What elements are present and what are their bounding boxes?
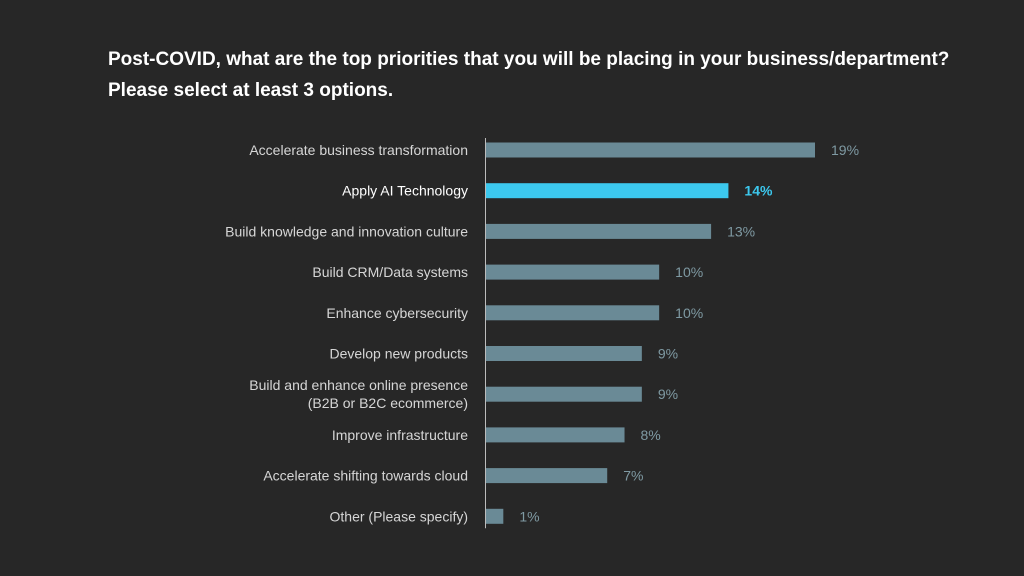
value-label-2: 13%: [727, 223, 755, 239]
category-label-0: Accelerate business transformation: [249, 142, 468, 158]
value-label-6: 9%: [658, 386, 678, 402]
bar-9: [486, 508, 504, 524]
chart-title: Post-COVID, what are the top priorities …: [108, 44, 988, 106]
bar-1: [486, 183, 729, 199]
value-label-0: 19%: [831, 142, 859, 158]
bar-2: [486, 223, 712, 239]
category-label-7: Improve infrastructure: [332, 427, 468, 443]
category-label-8: Accelerate shifting towards cloud: [263, 468, 468, 484]
bar-3: [486, 264, 660, 280]
chart-title-line-1: Post-COVID, what are the top priorities …: [108, 49, 950, 70]
category-label-9: Other (Please specify): [330, 508, 469, 524]
category-label-3: Build CRM/Data systems: [312, 264, 468, 280]
bars-layer: 19% Accelerate business transformation 14%…: [225, 142, 859, 524]
category-label-4: Enhance cybersecurity: [326, 305, 468, 321]
chart-title-line-2: Please select at least 3 options.: [108, 80, 394, 101]
value-label-1: 14%: [744, 183, 773, 199]
value-label-7: 8%: [641, 427, 661, 443]
value-label-3: 10%: [675, 264, 703, 280]
category-label-5: Develop new products: [329, 346, 468, 362]
bar-8: [486, 468, 608, 484]
bar-4: [486, 305, 660, 321]
bar-5: [486, 346, 642, 361]
category-label-6-line-1: (B2B or B2C ecommerce): [308, 395, 468, 411]
value-label-4: 10%: [675, 305, 703, 321]
bar-6: [486, 386, 642, 402]
category-label-1: Apply AI Technology: [342, 183, 468, 199]
value-label-5: 9%: [658, 346, 678, 362]
bar-0: [486, 142, 815, 158]
bar-7: [486, 427, 625, 443]
category-label-6-line-0: Build and enhance online presence: [249, 377, 468, 393]
category-label-2: Build knowledge and innovation culture: [225, 223, 468, 239]
value-label-8: 7%: [623, 468, 643, 484]
value-label-9: 1%: [519, 508, 539, 524]
